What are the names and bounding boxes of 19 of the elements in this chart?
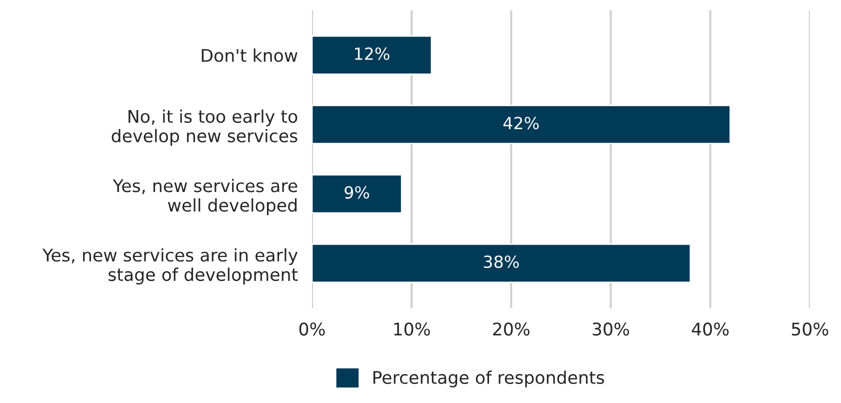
- bar: [312, 104, 731, 144]
- bar: [312, 243, 692, 283]
- bar: [312, 35, 432, 75]
- y-tick-label: Yes, new services are in early stage of development: [42, 248, 298, 284]
- text: 42%: [503, 116, 539, 130]
- y-tick-label: No, it is too early to develop new services: [112, 110, 298, 146]
- y-tick-label: Don't know: [202, 48, 298, 62]
- x-tick-label: 10%: [394, 322, 430, 336]
- x-tick-label: 0%: [299, 322, 325, 336]
- x-tick-label: 30%: [592, 322, 630, 336]
- x-tick-label: 50%: [792, 322, 828, 336]
- bar: [312, 174, 402, 214]
- x-tick-label: 20%: [493, 322, 530, 336]
- y-tick-label: Yes, new services are well developed: [112, 178, 298, 216]
- text: 12%: [355, 47, 390, 60]
- text: 38%: [484, 255, 519, 268]
- text: 9%: [344, 186, 370, 199]
- x-tick-label: 40%: [692, 322, 729, 336]
- legend-label: Percentage of respondents: [373, 370, 604, 388]
